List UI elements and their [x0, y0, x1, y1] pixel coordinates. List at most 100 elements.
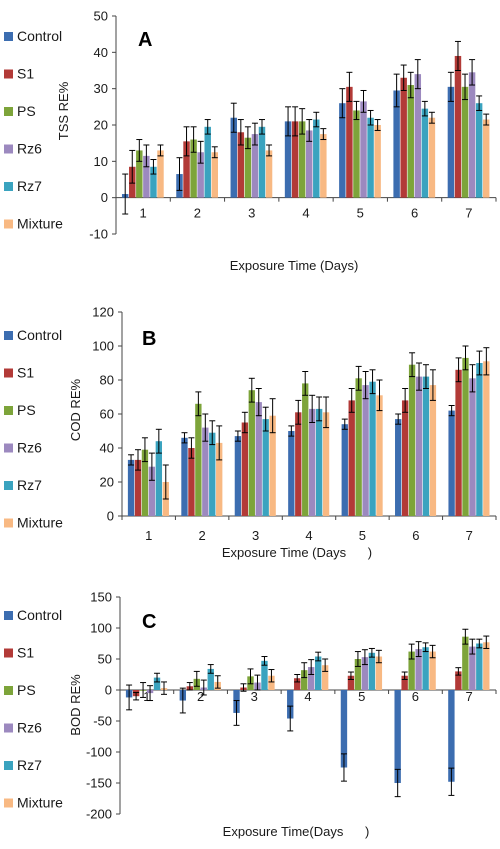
bar: [340, 690, 348, 768]
bar: [306, 130, 313, 198]
panel-letter: A: [138, 29, 152, 51]
legend-label: S1: [17, 365, 34, 381]
legend-label: Mixture: [17, 515, 63, 531]
bar: [429, 385, 437, 516]
bar: [347, 675, 355, 690]
bar: [447, 86, 455, 198]
bar: [322, 412, 330, 516]
legend-swatch: [4, 723, 13, 733]
bar: [157, 150, 164, 198]
bar: [301, 670, 308, 690]
bar: [197, 152, 204, 198]
bar: [211, 152, 218, 198]
bar: [134, 459, 142, 516]
x-tick-label: 2: [194, 206, 201, 221]
x-tick-label: 6: [412, 528, 419, 543]
legend-label: Rz6: [17, 720, 42, 736]
legend-label: S1: [17, 66, 34, 82]
bar: [195, 403, 202, 516]
x-tick-label: 5: [359, 528, 366, 543]
bar: [143, 155, 150, 198]
y-tick-label: 50: [98, 652, 112, 667]
x-tick-label: 5: [357, 206, 364, 221]
x-tick-label: 1: [143, 689, 150, 704]
bar: [448, 690, 455, 782]
legend-label: PS: [17, 682, 36, 698]
x-axis-label: Exposure Time(Days ): [223, 824, 370, 839]
bar: [408, 364, 416, 516]
bar: [234, 436, 242, 516]
bar: [294, 678, 301, 690]
legend-label: Rz7: [17, 178, 42, 194]
panel-c: -200 -150 -100 -50 0 50 100 150 1 2 3 4 5 6 7 C BOD RE% E…: [4, 590, 497, 839]
bar: [461, 86, 469, 198]
legend-label: S1: [17, 645, 34, 661]
legend-swatch: [4, 406, 13, 415]
bar: [355, 378, 362, 516]
bar: [475, 103, 483, 198]
y-tick-label: 80: [100, 373, 114, 388]
bar: [362, 385, 369, 516]
bar: [308, 667, 315, 690]
x-tick-label: 6: [412, 689, 419, 704]
bar: [314, 656, 322, 690]
y-tick-label: -100: [86, 745, 112, 760]
legend-label: Rz7: [17, 477, 42, 493]
bar: [360, 101, 367, 198]
bar: [400, 77, 407, 198]
bar: [309, 408, 316, 516]
legend-label: Control: [17, 607, 62, 623]
bar: [374, 125, 381, 198]
legend-swatch: [4, 686, 13, 695]
bar: [368, 652, 376, 690]
bar: [367, 117, 374, 198]
legend-label: Mixture: [17, 216, 63, 232]
bar: [415, 376, 423, 516]
legend-label: Rz6: [17, 440, 42, 456]
legend-label: Rz6: [17, 141, 42, 157]
bar: [422, 647, 429, 690]
bar: [155, 441, 163, 516]
bar: [462, 636, 469, 690]
x-tick-label: 4: [304, 689, 311, 704]
bar: [401, 400, 409, 516]
bar: [183, 141, 190, 198]
bar: [353, 110, 360, 198]
legend-swatch: [4, 761, 13, 770]
bar: [320, 134, 327, 198]
panel-letter: B: [142, 328, 156, 350]
y-tick-label: -200: [86, 807, 112, 822]
legend-label: Control: [17, 28, 62, 44]
bar: [369, 381, 376, 516]
bar: [455, 671, 462, 690]
x-axis-label: Exposure Time (Days ): [222, 545, 372, 560]
y-tick-label: 10: [94, 154, 108, 169]
panel-letter: C: [142, 611, 156, 633]
x-tick-label: 3: [251, 689, 258, 704]
bar: [408, 651, 415, 690]
y-axis-label: COD RE%: [68, 379, 83, 442]
x-tick-label: 2: [199, 528, 206, 543]
legend-swatch: [4, 331, 13, 340]
bar: [258, 126, 266, 198]
bar: [202, 427, 209, 516]
y-axis-label: TSS RE%: [56, 81, 71, 140]
bar: [375, 656, 383, 690]
y-tick-label: -10: [89, 227, 108, 242]
bar: [346, 86, 353, 198]
bar: [188, 448, 195, 516]
legend-swatch: [4, 798, 13, 808]
x-tick-label: 4: [305, 528, 312, 543]
bar: [181, 437, 188, 516]
bar: [421, 108, 429, 198]
bar: [341, 424, 348, 516]
bar: [428, 117, 436, 198]
y-tick-label: 20: [94, 118, 108, 133]
legend-swatch: [4, 368, 13, 378]
bar: [241, 422, 249, 516]
bar: [469, 378, 476, 516]
bar: [230, 117, 237, 198]
bar: [376, 395, 383, 516]
legend-swatch: [4, 69, 13, 79]
